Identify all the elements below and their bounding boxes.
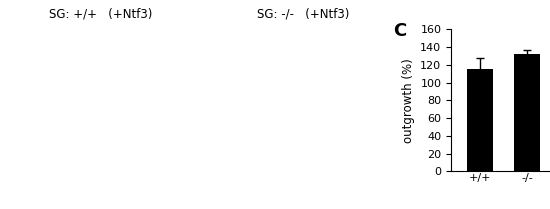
FancyBboxPatch shape (202, 0, 404, 27)
Bar (514, 54, 541, 171)
Text: SG: -/-   (+Ntf3): SG: -/- (+Ntf3) (257, 7, 349, 20)
Y-axis label: outgrowth (%): outgrowth (%) (402, 58, 415, 143)
Bar (466, 69, 493, 171)
Text: SG: +/+   (+Ntf3): SG: +/+ (+Ntf3) (50, 7, 153, 20)
Text: A: A (174, 183, 188, 201)
Text: C: C (393, 22, 407, 40)
Text: B: B (377, 183, 390, 201)
FancyBboxPatch shape (0, 0, 202, 27)
